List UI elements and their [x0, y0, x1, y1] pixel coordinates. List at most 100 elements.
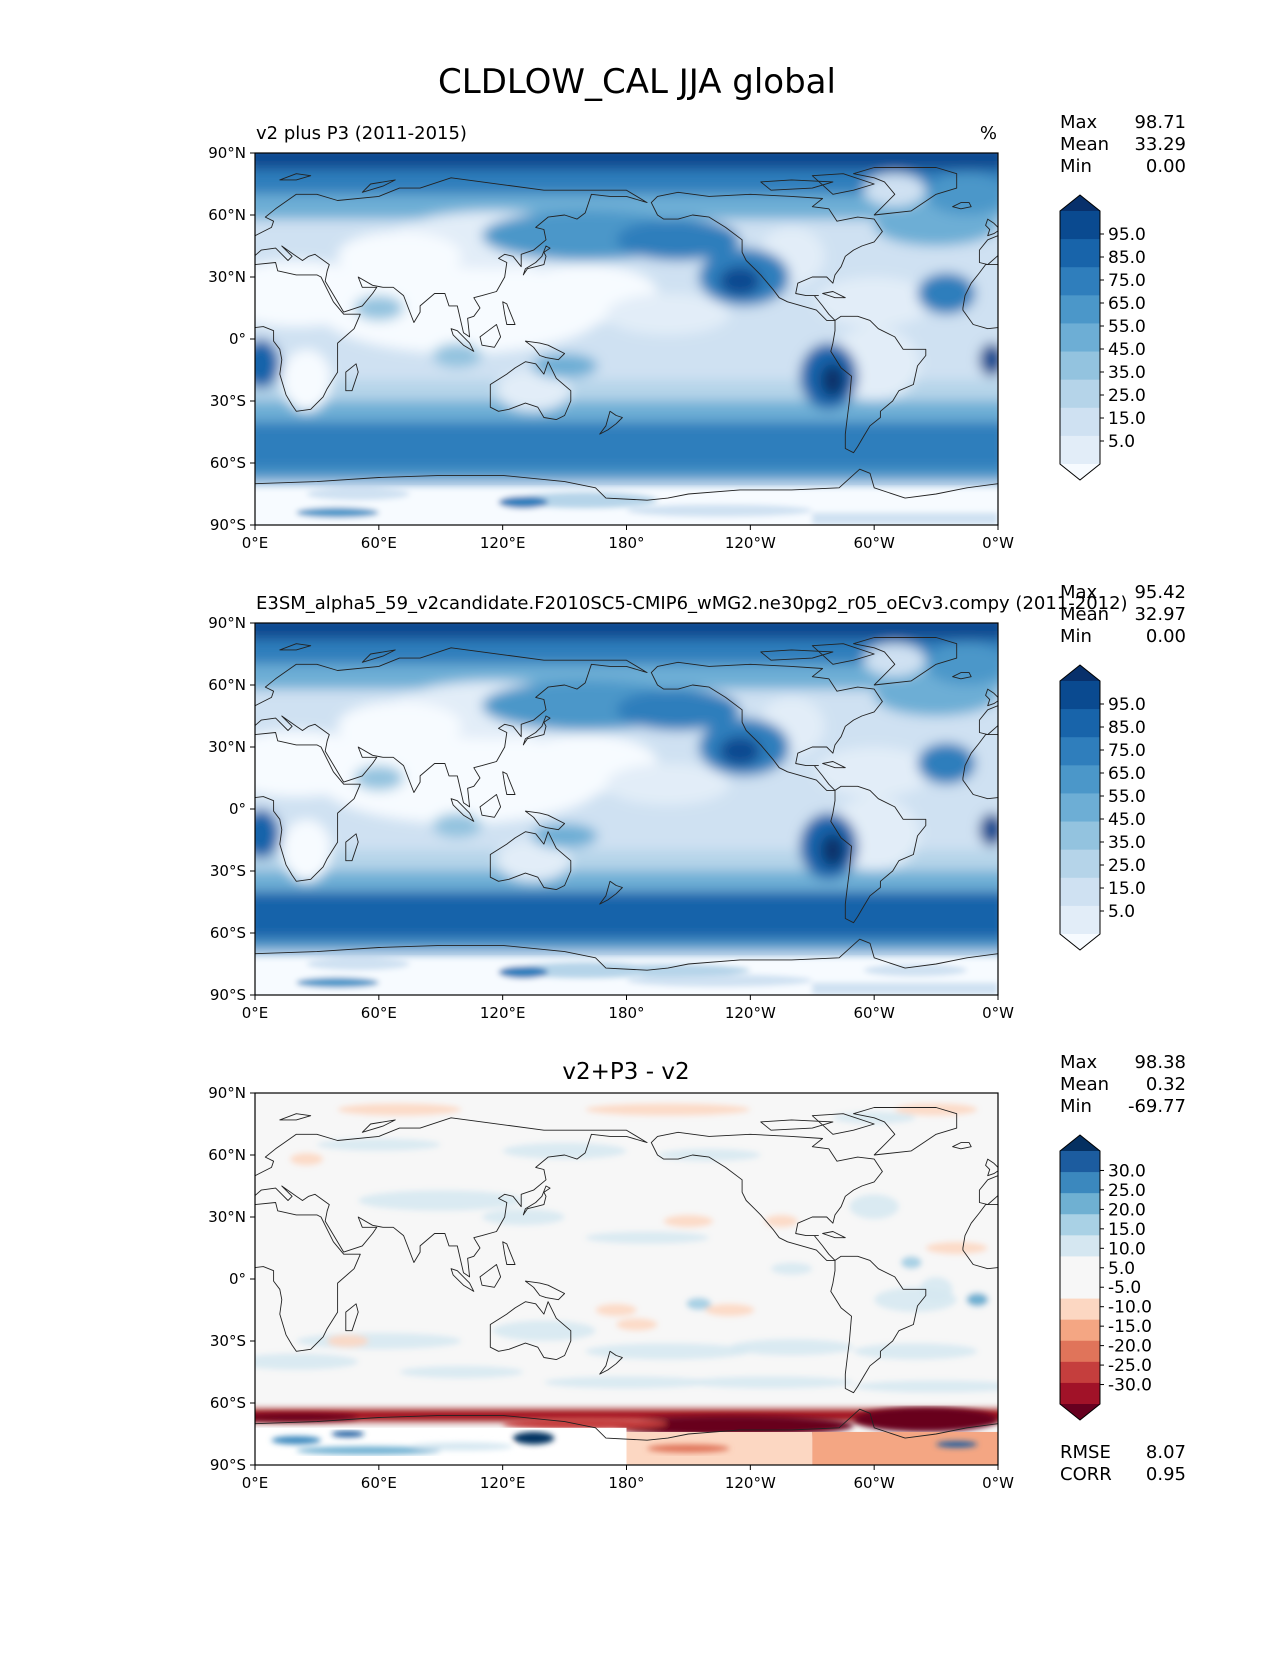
colorbar-swatch — [1060, 351, 1100, 381]
coastlines — [255, 1107, 998, 1465]
stat-mean-label: Mean — [1060, 134, 1109, 155]
colorbar-swatch — [1060, 1193, 1100, 1215]
colorbar-outline — [1059, 194, 1101, 481]
colorbar-extend-min — [1060, 934, 1100, 950]
colorbar-label: -20.0 — [1108, 1337, 1152, 1357]
side-panel-bottom: Max 98.38 Mean 0.32 Min -69.77 30.025.02… — [1059, 1052, 1186, 1485]
x-tick-label: 120°E — [480, 1004, 526, 1022]
colorbar-label: 75.0 — [1108, 271, 1146, 291]
colorbar-swatch — [1060, 295, 1100, 324]
colorbar-swatch — [1060, 1214, 1100, 1236]
colorbar-swatch — [1060, 1382, 1100, 1405]
colorbar-label: 55.0 — [1108, 317, 1146, 337]
colorbar-label: 45.0 — [1108, 810, 1146, 830]
colorbar-label: 95.0 — [1108, 695, 1146, 715]
colorbar-swatch — [1060, 379, 1100, 409]
colorbar-label: 85.0 — [1108, 248, 1146, 268]
y-tick-label: 90°N — [208, 144, 246, 162]
x-tick-label: 60°E — [361, 1004, 397, 1022]
stat-mean-value: 33.29 — [1134, 134, 1186, 155]
y-tick-label: 90°S — [210, 1456, 246, 1474]
colorbar-label: 75.0 — [1108, 741, 1146, 761]
panel-bottom: v2+P3 - v2 0°E 60°E 120°E 180° 120°W 60°W 0°W 9… — [208, 1059, 1014, 1492]
y-tick-label: 0° — [229, 330, 246, 348]
colorbar-label: 25.0 — [1108, 856, 1146, 876]
colorbar-swatch — [1060, 211, 1100, 240]
colorbar-swatch — [1060, 681, 1100, 710]
colorbar-label: 5.0 — [1108, 1259, 1135, 1279]
colorbar-swatch — [1060, 1172, 1100, 1194]
stat-mean-label: Mean — [1060, 1074, 1109, 1095]
colorbar-swatch — [1060, 323, 1100, 353]
panel-middle: E3SM_alpha5_59_v2candidate.F2010SC5-CMIP… — [208, 593, 1128, 1022]
stat-max-value: 98.38 — [1134, 1052, 1186, 1073]
colorbar-label: 5.0 — [1108, 432, 1135, 452]
colorbar-label: 95.0 — [1108, 225, 1146, 245]
colorbar-swatch — [1060, 1298, 1100, 1321]
stat-corr-value: 0.95 — [1146, 1464, 1186, 1485]
colorbar-label: 45.0 — [1108, 340, 1146, 360]
stat-min-label: Min — [1060, 626, 1092, 647]
colorbar-swatch — [1060, 877, 1100, 907]
colorbar-extend-max — [1060, 1135, 1100, 1151]
colorbar-swatch — [1060, 1340, 1100, 1363]
y-tick-label: 90°N — [208, 1084, 246, 1102]
colorbar: 95.0 85.0 75.0 65.0 55.0 45.0 35.0 25.0 15.0 5.0 — [1059, 194, 1146, 481]
y-tick-label: 30°S — [210, 862, 246, 880]
y-tick-label: 60°N — [208, 206, 246, 224]
colorbar-label: 55.0 — [1108, 787, 1146, 807]
y-tick-label: 60°S — [210, 454, 246, 472]
colorbar-swatch — [1060, 267, 1100, 296]
figure-title: CLDLOW_CAL JJA global — [438, 62, 836, 102]
x-tick-label: 120°E — [480, 534, 526, 552]
stat-max-label: Max — [1060, 1052, 1098, 1073]
colorbar-swatch — [1060, 905, 1100, 935]
colorbar-label: 5.0 — [1108, 902, 1135, 922]
x-tick-label: 60°W — [853, 1004, 895, 1022]
panel-title: E3SM_alpha5_59_v2candidate.F2010SC5-CMIP… — [256, 593, 1128, 614]
x-tick-label: 0°E — [242, 1474, 269, 1492]
colorbar-label: 25.0 — [1108, 386, 1146, 406]
y-tick-label: 30°N — [208, 738, 246, 756]
colorbar-extend-min — [1060, 1404, 1100, 1420]
x-tick-label: 0°W — [982, 1474, 1014, 1492]
units-label: % — [980, 123, 997, 144]
colorbar-swatch — [1060, 709, 1100, 738]
side-panel-middle: Max 95.42 Mean 32.97 Min 0.00 95.0 85.0 75… — [1059, 582, 1186, 951]
colorbar-label: 15.0 — [1108, 1220, 1146, 1240]
panel-title: v2 plus P3 (2011-2015) — [256, 123, 467, 144]
y-tick-label: 0° — [229, 1270, 246, 1288]
x-tick-label: 180° — [608, 1474, 644, 1492]
stat-mean-label: Mean — [1060, 604, 1109, 625]
x-tick-label: 0°E — [242, 534, 269, 552]
colorbar-label: -30.0 — [1108, 1376, 1152, 1396]
colorbar-swatch — [1060, 1256, 1100, 1278]
x-tick-label: 180° — [608, 1004, 644, 1022]
colorbar-label: -5.0 — [1108, 1278, 1141, 1298]
y-tick-label: 0° — [229, 800, 246, 818]
colorbar-label: 35.0 — [1108, 363, 1146, 383]
colorbar-swatch — [1060, 1361, 1100, 1384]
colorbar-label: -15.0 — [1108, 1317, 1152, 1337]
panel-top: v2 plus P3 (2011-2015) % 0°E 60°E 120°E 180… — [208, 123, 1014, 552]
map-field — [255, 623, 998, 995]
x-tick-label: 60°W — [853, 534, 895, 552]
stat-max-value: 95.42 — [1134, 582, 1186, 603]
y-tick-label: 30°S — [210, 392, 246, 410]
y-tick-label: 60°S — [210, 924, 246, 942]
y-tick-label: 90°S — [210, 986, 246, 1004]
y-tick-label: 30°N — [208, 1208, 246, 1226]
colorbar-swatch — [1060, 793, 1100, 823]
colorbar-label: 20.0 — [1108, 1200, 1146, 1220]
panel-title: v2+P3 - v2 — [562, 1059, 689, 1085]
colorbar-extend-max — [1060, 665, 1100, 681]
colorbar-outline — [1059, 1134, 1101, 1421]
coastlines — [255, 167, 998, 525]
y-tick-label: 30°N — [208, 268, 246, 286]
x-tick-label: 60°W — [853, 1474, 895, 1492]
y-tick-label: 90°N — [208, 614, 246, 632]
colorbar-swatch — [1060, 435, 1100, 465]
stat-max-value: 98.71 — [1134, 112, 1186, 133]
map-field — [255, 1093, 998, 1465]
